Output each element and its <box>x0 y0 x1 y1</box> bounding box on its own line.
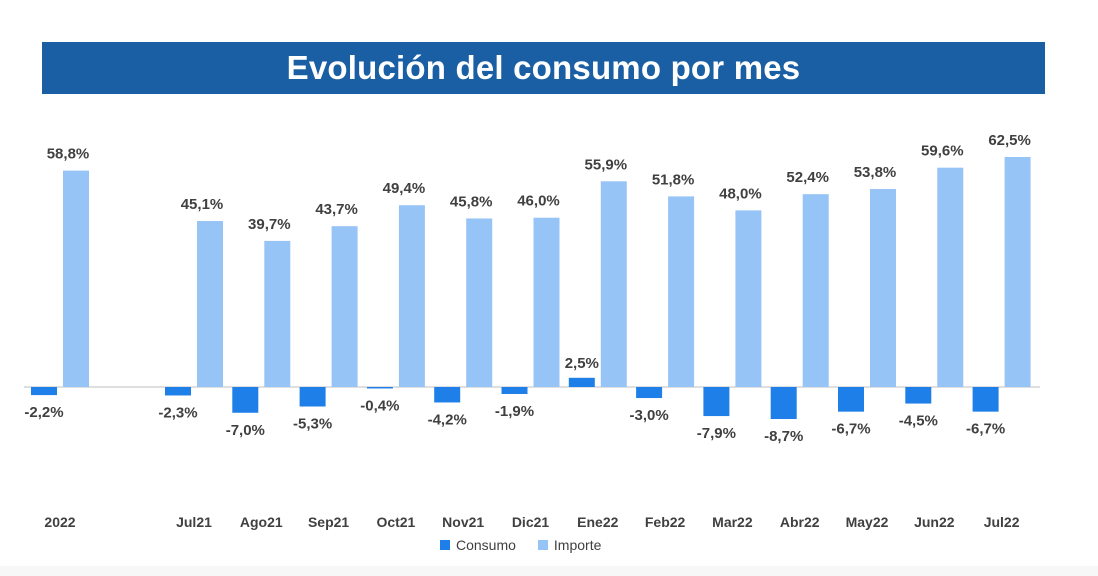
x-tick-label: Nov21 <box>442 514 484 530</box>
bar-importe <box>937 167 964 387</box>
x-tick-label: Mar22 <box>712 514 753 530</box>
data-label-importe: 43,7% <box>315 201 358 218</box>
data-label-importe: 59,6% <box>921 143 964 160</box>
legend: Consumo Importe <box>440 537 601 553</box>
data-label-consumo: -4,5% <box>899 413 938 430</box>
data-label-consumo: 2,5% <box>565 355 599 372</box>
data-label-consumo: -0,4% <box>360 397 399 414</box>
x-tick-label: Ene22 <box>577 514 618 530</box>
x-tick-label: Dic21 <box>512 514 550 530</box>
legend-swatch-importe <box>537 540 548 550</box>
x-tick-label: May22 <box>846 514 889 530</box>
bar-importe <box>600 181 627 387</box>
data-label-consumo: -1,9% <box>495 403 534 420</box>
data-label-consumo: -7,9% <box>697 425 736 442</box>
bar-consumo <box>703 387 730 417</box>
data-label-importe: 52,4% <box>786 169 829 186</box>
data-label-consumo: -3,0% <box>630 407 669 424</box>
bar-consumo <box>636 387 663 399</box>
data-label-consumo: -2,2% <box>24 404 63 421</box>
bar-importe <box>533 217 560 387</box>
x-tick-label: Ago21 <box>240 514 283 530</box>
bar-importe <box>870 189 896 387</box>
x-tick-label: Jun22 <box>914 514 955 530</box>
x-tick-label: Abr22 <box>780 514 820 530</box>
bar-importe <box>197 221 223 387</box>
bar-consumo <box>905 387 932 404</box>
data-label-consumo: -4,2% <box>428 411 467 428</box>
chart-title: Evolución del consumo por mes <box>286 49 801 86</box>
footer-strip <box>0 566 1098 576</box>
bar-consumo <box>501 387 528 394</box>
data-label-importe: 39,7% <box>248 216 291 233</box>
data-label-importe: 49,4% <box>383 180 426 197</box>
x-tick-label: Oct21 <box>376 514 415 530</box>
bar-consumo <box>232 387 259 413</box>
data-label-consumo: -8,7% <box>764 428 803 445</box>
data-label-importe: 62,5% <box>988 132 1031 149</box>
bar-importe <box>668 196 695 387</box>
data-label-importe: 51,8% <box>652 171 695 188</box>
x-tick-label: Feb22 <box>645 514 686 530</box>
bar-importe <box>735 210 762 387</box>
bar-consumo <box>770 387 797 420</box>
legend-swatch-consumo <box>440 540 450 550</box>
bar-importe <box>466 218 493 387</box>
data-label-importe: 46,0% <box>517 193 560 210</box>
legend-item-consumo: Consumo <box>440 537 516 553</box>
data-label-importe: 48,0% <box>719 185 762 202</box>
data-label-importe: 58,8% <box>47 146 90 163</box>
bar-consumo <box>434 387 461 403</box>
bar-consumo <box>165 387 191 396</box>
data-label-consumo: -6,7% <box>966 421 1005 438</box>
legend-label-consumo: Consumo <box>456 537 516 553</box>
data-label-importe: 53,8% <box>854 164 897 181</box>
data-label-importe: 45,1% <box>181 196 224 213</box>
legend-label-importe: Importe <box>553 537 602 553</box>
x-tick-label: Sep21 <box>308 514 349 530</box>
bar-consumo <box>299 387 326 407</box>
data-label-consumo: -2,3% <box>158 404 197 421</box>
data-label-importe: 45,8% <box>450 193 493 210</box>
data-label-consumo: -6,7% <box>831 421 870 438</box>
bar-importe <box>331 226 358 387</box>
bar-consumo <box>366 387 393 389</box>
bar-importe <box>398 205 425 387</box>
bar-importe <box>264 240 291 387</box>
bar-consumo <box>838 387 864 412</box>
bar-importe <box>1004 157 1031 387</box>
bar-consumo <box>568 377 595 387</box>
data-label-consumo: -7,0% <box>226 422 265 439</box>
legend-item-importe: Importe <box>537 537 602 553</box>
bar-importe <box>802 194 829 387</box>
data-label-importe: 55,9% <box>585 156 628 173</box>
x-tick-label: Jul22 <box>984 514 1020 530</box>
bar-consumo <box>972 387 999 412</box>
chart-title-bar: Evolución del consumo por mes <box>42 42 1045 94</box>
data-label-consumo: -5,3% <box>293 416 332 433</box>
x-tick-label: Jul21 <box>176 514 212 530</box>
bar-importe <box>63 170 89 387</box>
bar-consumo <box>31 387 57 396</box>
x-tick-label: 2022 <box>44 514 75 530</box>
